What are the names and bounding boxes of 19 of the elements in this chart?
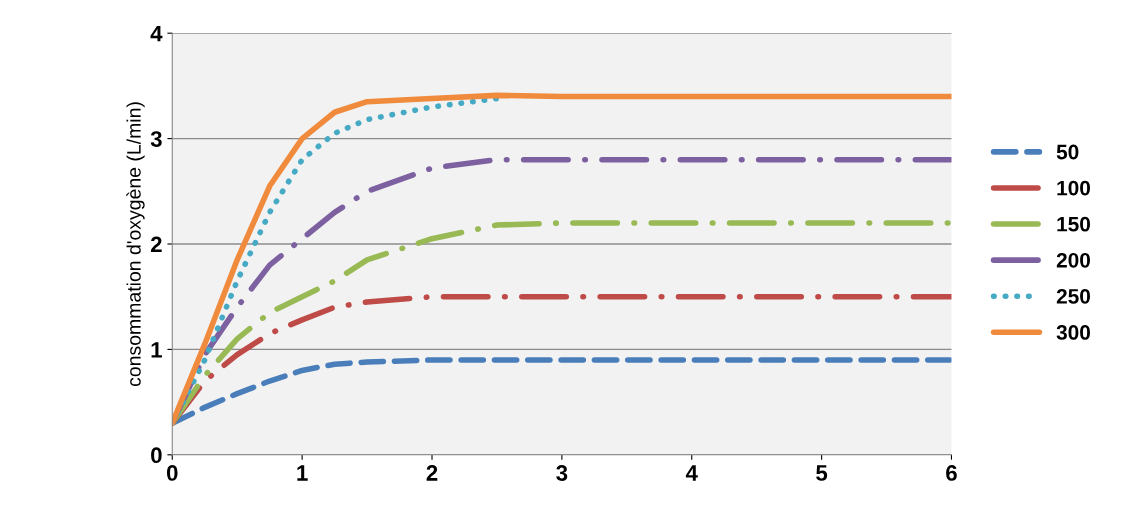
y-tick-label: 2 <box>150 236 162 253</box>
legend-label: 300 <box>1056 325 1090 340</box>
y-tick-label: 1 <box>151 342 162 358</box>
legend-label: 200 <box>1056 252 1090 268</box>
x-tick-label: 3 <box>556 465 568 481</box>
x-tick-label: 6 <box>946 465 957 481</box>
x-tick-label: 1 <box>297 465 308 481</box>
legend-label: 150 <box>1057 216 1090 232</box>
y-tick-label: 3 <box>150 131 162 147</box>
legend-label: 100 <box>1057 180 1090 196</box>
x-tick-label: 0 <box>166 465 178 481</box>
x-tick-label: 5 <box>816 465 828 481</box>
x-tick-label: 2 <box>426 465 438 481</box>
legend-label: 250 <box>1056 288 1090 304</box>
y-tick-label: 4 <box>150 25 163 42</box>
y-axis-title: consommation d'oxygène (L/min) <box>126 102 145 387</box>
y-tick-label: 0 <box>151 447 162 464</box>
legend-label: 50 <box>1056 144 1079 160</box>
x-tick-label: 4 <box>685 465 698 481</box>
